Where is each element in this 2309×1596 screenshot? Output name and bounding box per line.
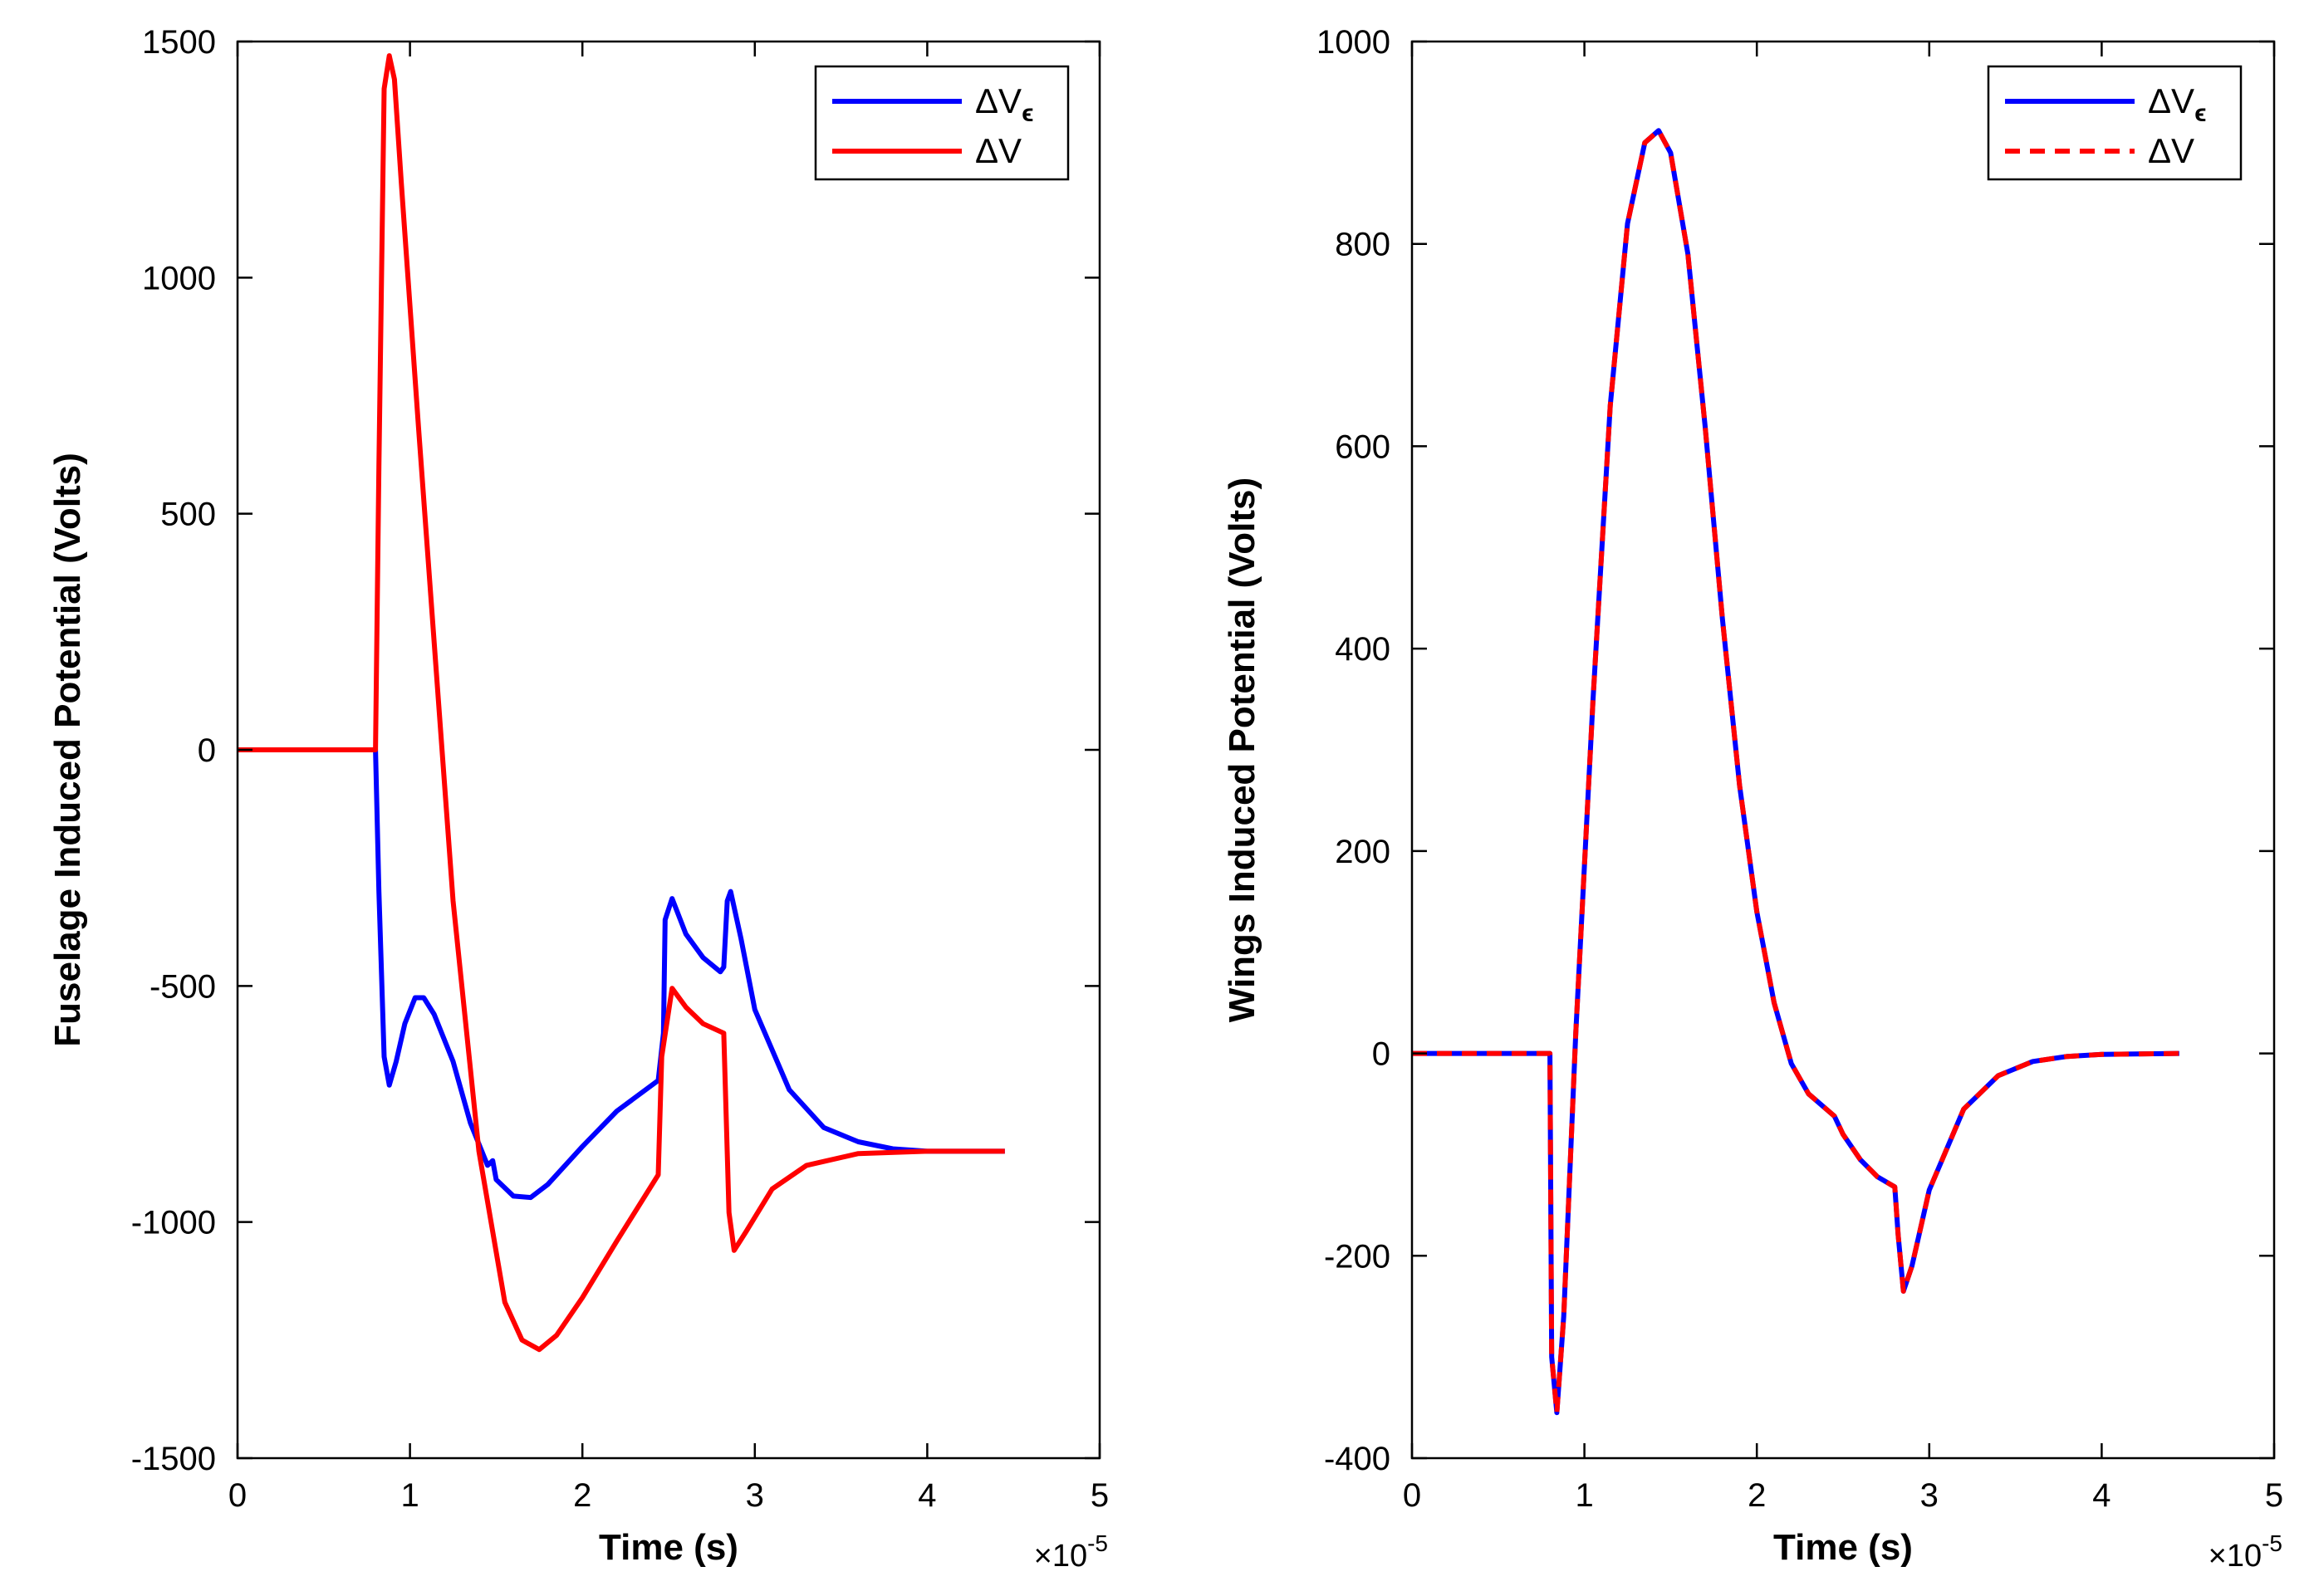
- x-exponent-label: ×10-5: [2209, 1530, 2282, 1574]
- y-tick-label: -200: [1324, 1238, 1390, 1275]
- fuselage-chart: 0 1 2 3 4 5 1500 1000 500 0 -500 -1000 -1500 Time (s)…: [47, 24, 1109, 1574]
- y-tick-label: -500: [150, 968, 216, 1005]
- wings-chart: 0 1 2 3 4 5 1000 800 600 400 200 0 -200 -400 Time (s) ×…: [1222, 24, 2283, 1574]
- legend: ΔVϵ ΔV: [1987, 65, 2243, 181]
- x-tick-label: 5: [2265, 1477, 2283, 1514]
- y-axis-label: Wings Induced Potential (Volts): [1222, 477, 1262, 1022]
- legend-entry-label: ΔV: [975, 131, 1022, 170]
- x-tick-label: 1: [1575, 1477, 1593, 1514]
- x-tick-label: 1: [400, 1477, 419, 1514]
- legend-entry-label: ΔV: [2148, 131, 2194, 170]
- axes-box: [1410, 40, 2276, 1460]
- y-tick-label: 0: [198, 732, 216, 769]
- series-group: [238, 53, 1005, 1353]
- series-line-delta-v: [238, 53, 1005, 1353]
- legend: ΔVϵ ΔV: [814, 65, 1070, 181]
- x-exponent-label: ×10-5: [1034, 1530, 1108, 1574]
- x-axis-label: Time (s): [599, 1527, 738, 1568]
- y-tick-label: -1500: [131, 1441, 216, 1477]
- y-tick-label: 800: [1335, 227, 1390, 263]
- x-tick-label: 4: [2092, 1477, 2110, 1514]
- x-tick-label: 0: [228, 1477, 247, 1514]
- x-tick-label: 2: [573, 1477, 591, 1514]
- series-line-delta-v: [1412, 128, 2179, 1416]
- y-tick-label: 1500: [142, 24, 216, 61]
- y-tick-label: 500: [160, 497, 216, 533]
- y-tick-label: 200: [1335, 834, 1390, 870]
- x-tick-label: 5: [1091, 1477, 1109, 1514]
- y-tick-label: 1000: [1316, 24, 1390, 61]
- y-tick-label: 600: [1335, 428, 1390, 465]
- x-tick-label: 0: [1403, 1477, 1421, 1514]
- x-tick-label: 2: [1748, 1477, 1766, 1514]
- legend-box: [814, 65, 1070, 181]
- y-tick-label: -1000: [131, 1205, 216, 1241]
- y-tick-label: 400: [1335, 631, 1390, 668]
- y-tick-label: 0: [1372, 1036, 1390, 1073]
- y-tick-label: -400: [1324, 1441, 1390, 1477]
- series-line-delta-v-epsilon: [1412, 128, 2179, 1416]
- series-line-delta-v-epsilon: [238, 747, 1005, 1201]
- y-tick-label: 1000: [142, 260, 216, 296]
- y-axis-label: Fuselage Induced Potential (Volts): [47, 453, 88, 1047]
- legend-box: [1987, 65, 2243, 181]
- series-group: [1412, 128, 2179, 1416]
- legend-entry-label: ΔVϵ: [2148, 81, 2206, 127]
- x-tick-label: 3: [1920, 1477, 1939, 1514]
- x-tick-label: 4: [918, 1477, 936, 1514]
- x-tick-label: 3: [746, 1477, 764, 1514]
- x-axis-label: Time (s): [1773, 1527, 1913, 1568]
- legend-entry-label: ΔVϵ: [975, 81, 1033, 127]
